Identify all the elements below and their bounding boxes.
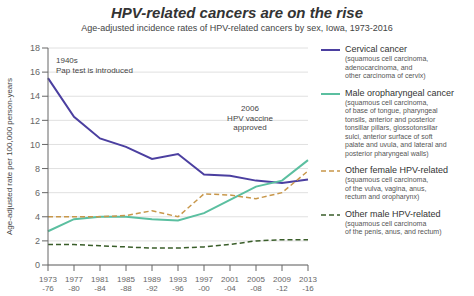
svg-text:12: 12 (30, 116, 40, 126)
svg-text:8: 8 (35, 164, 40, 174)
html-text:HPV-related cancers are on the: HPV-related cancers are on the rise (111, 4, 363, 21)
svg-text:1989-92: 1989-92 (143, 275, 161, 293)
svg-text:1977-80: 1977-80 (65, 275, 83, 293)
html-text:(squamous cell carcinoma, aden: (squamous cell carcinoma, adenocarcinoma… (345, 55, 429, 79)
svg-text:1997-00: 1997-00 (195, 275, 213, 293)
svg-text:1993-96: 1993-96 (169, 275, 187, 293)
html-text:(squamous cell carcinoma, of b: (squamous cell carcinoma, of base of ton… (345, 98, 447, 157)
html-text:2006 HPV vaccine approved: 2006 HPV vaccine approved (227, 104, 273, 133)
html-text:Male oropharyngeal cancer: Male oropharyngeal cancer (345, 87, 455, 98)
svg-text:14: 14 (30, 91, 40, 101)
svg-text:18: 18 (30, 43, 40, 53)
svg-text:16: 16 (30, 67, 40, 77)
svg-text:10: 10 (30, 140, 40, 150)
svg-text:1981-84: 1981-84 (91, 275, 109, 293)
html-text:Age-adjusted incidence rates o: Age-adjusted incidence rates of HPV-rela… (81, 23, 393, 33)
svg-text:4: 4 (35, 212, 40, 222)
html-text:(squamous cell carcinoma, of t: (squamous cell carcinoma, of the vulva, … (345, 176, 429, 200)
svg-text:2005-08: 2005-08 (247, 275, 265, 293)
svg-text:Age-adjusted rate per 100,000: Age-adjusted rate per 100,000 person-yea… (8, 78, 14, 235)
svg-text:1973-76: 1973-76 (39, 275, 57, 293)
html-text:(squamous cell carcinoma of th: (squamous cell carcinoma of the penis, a… (345, 219, 442, 235)
svg-text:6: 6 (35, 188, 40, 198)
svg-text:2001-04: 2001-04 (221, 275, 239, 293)
svg-text:0: 0 (35, 260, 40, 270)
svg-text:2: 2 (35, 236, 40, 246)
html-text:Other male HPV-related: Other male HPV-related (345, 208, 441, 219)
html-text:Cervical cancer: Cervical cancer (345, 44, 407, 54)
html-text:Other female HPV-related: Other female HPV-related (345, 165, 449, 175)
svg-text:2013-16: 2013-16 (299, 275, 317, 293)
svg-text:2009-12: 2009-12 (273, 275, 291, 293)
html-text:1940s Pap test is introduced: 1940s Pap test is introduced (56, 56, 133, 75)
svg-text:1985-88: 1985-88 (117, 275, 135, 293)
